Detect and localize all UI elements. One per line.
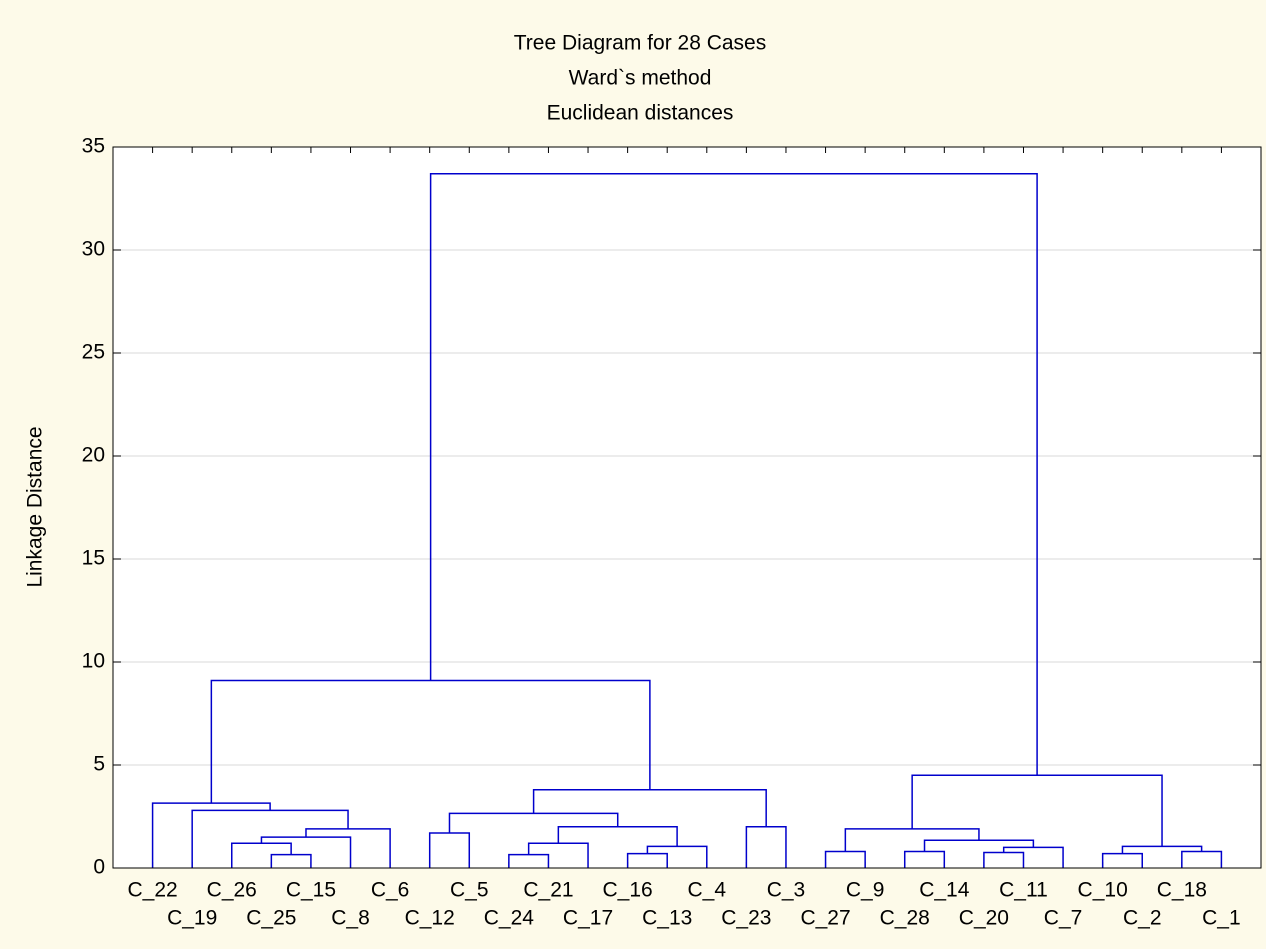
leaf-label: C_14 (919, 879, 970, 902)
leaf-label: C_2 (1123, 907, 1162, 930)
leaf-label: C_8 (331, 907, 370, 930)
leaf-label: C_10 (1078, 879, 1128, 902)
y-tick-label: 30 (82, 238, 105, 261)
y-tick-label: 0 (93, 856, 105, 879)
y-tick-label: 5 (93, 753, 105, 776)
leaf-label: C_25 (246, 907, 296, 930)
chart-title: Tree Diagram for 28 Cases (514, 32, 766, 55)
leaf-label: C_19 (167, 907, 217, 930)
dendrogram-link (429, 173, 1038, 776)
leaf-label: C_21 (523, 879, 573, 902)
y-tick-label: 15 (82, 547, 105, 570)
leaf-label: C_23 (721, 907, 771, 930)
leaf-label: C_20 (959, 907, 1009, 930)
leaf-label: C_12 (405, 907, 455, 930)
y-tick-label: 35 (82, 135, 105, 158)
leaf-label: C_4 (688, 879, 727, 902)
leaf-label: C_11 (999, 879, 1048, 902)
leaf-label: C_24 (484, 907, 535, 930)
leaf-label: C_15 (286, 879, 336, 902)
leaf-label: C_1 (1202, 907, 1241, 930)
leaf-label: C_13 (642, 907, 692, 930)
leaf-label: C_26 (207, 879, 257, 902)
leaf-label: C_6 (371, 879, 410, 902)
plot-area (113, 147, 1261, 868)
leaf-label: C_22 (127, 879, 177, 902)
leaf-label: C_28 (880, 907, 930, 930)
leaf-label: C_9 (846, 879, 885, 902)
y-axis-label: Linkage Distance (24, 426, 47, 587)
plot-frame (112, 146, 1262, 869)
y-tick-label: 10 (82, 650, 105, 673)
leaf-label: C_18 (1157, 879, 1207, 902)
chart-subtitle: Ward`s method (569, 67, 712, 90)
leaf-label: C_17 (563, 907, 613, 930)
leaf-label: C_7 (1044, 907, 1083, 930)
leaf-label: C_27 (800, 907, 850, 930)
y-tick-label: 25 (82, 341, 105, 364)
leaf-label: C_5 (450, 879, 489, 902)
leaf-label: C_3 (767, 879, 806, 902)
leaf-label: C_16 (603, 879, 653, 902)
chart-subtitle: Euclidean distances (547, 102, 734, 125)
y-tick-label: 20 (82, 444, 105, 467)
